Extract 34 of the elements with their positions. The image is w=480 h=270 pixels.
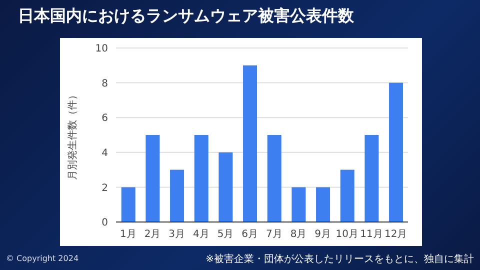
bar bbox=[218, 152, 233, 222]
y-tick-label: 8 bbox=[102, 78, 108, 90]
x-tick-label: 3月 bbox=[168, 229, 186, 240]
x-tick-label: 12月 bbox=[384, 229, 408, 240]
y-tick-label: 10 bbox=[95, 44, 108, 55]
bar bbox=[340, 170, 354, 222]
bar bbox=[316, 187, 330, 222]
text: © Copyright 2024 bbox=[6, 254, 79, 263]
y-axis-title: 月別発生件数（件） bbox=[66, 90, 79, 180]
y-tick-label: 2 bbox=[102, 182, 108, 194]
y-tick-label: 6 bbox=[102, 113, 108, 124]
bar bbox=[389, 82, 404, 222]
bar bbox=[194, 135, 208, 222]
x-tick-label: 7月 bbox=[266, 229, 282, 240]
bar bbox=[292, 187, 306, 222]
x-tick-label: 5月 bbox=[217, 229, 234, 240]
x-tick-label: 4月 bbox=[192, 229, 210, 240]
x-tick-label: 2月 bbox=[144, 229, 161, 240]
x-tick-label: 10月 bbox=[336, 229, 359, 240]
bar bbox=[146, 135, 160, 222]
x-tick-label: 1月 bbox=[120, 229, 136, 240]
x-tick-label: 6月 bbox=[242, 229, 258, 240]
chart-title: 日本国内におけるランサムウェア被害公表件数 bbox=[18, 6, 354, 27]
y-tick-label: 0 bbox=[102, 218, 108, 229]
bar bbox=[364, 135, 379, 222]
bar bbox=[170, 170, 184, 222]
text: ※被害企業・団体が公表したリリースをもとに、独自に集計 bbox=[206, 252, 474, 266]
bar bbox=[267, 135, 282, 222]
y-tick-label: 4 bbox=[102, 148, 108, 159]
x-tick-label: 11月 bbox=[360, 229, 383, 240]
x-tick-label: 8月 bbox=[290, 229, 307, 240]
x-tick-label: 9月 bbox=[314, 229, 332, 240]
bar bbox=[243, 65, 258, 222]
bar bbox=[121, 187, 136, 222]
